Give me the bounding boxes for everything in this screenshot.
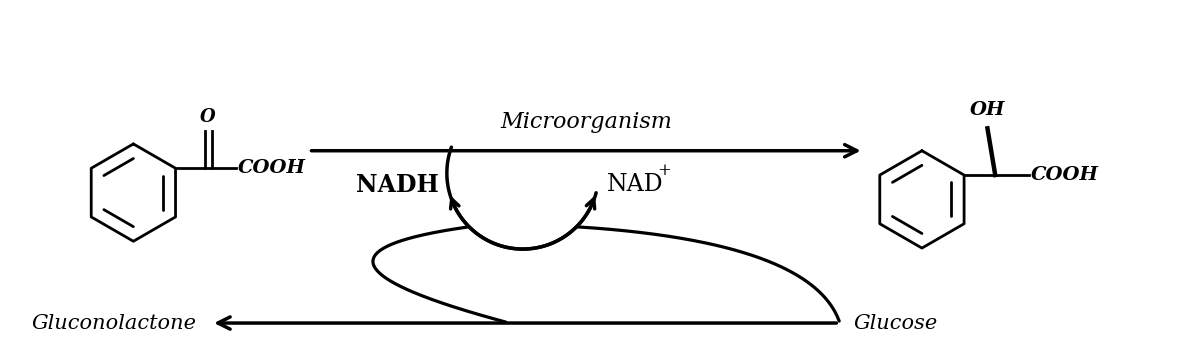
Text: OH: OH [970,100,1005,119]
Text: Gluconolactone: Gluconolactone [32,313,197,333]
Text: +: + [657,162,671,179]
Text: NAD: NAD [606,173,663,196]
Text: Glucose: Glucose [853,313,938,333]
Text: O: O [200,108,215,126]
Text: COOH: COOH [238,159,306,177]
Text: NADH: NADH [357,173,439,197]
Text: COOH: COOH [1031,166,1099,184]
Text: Microorganism: Microorganism [500,111,672,133]
